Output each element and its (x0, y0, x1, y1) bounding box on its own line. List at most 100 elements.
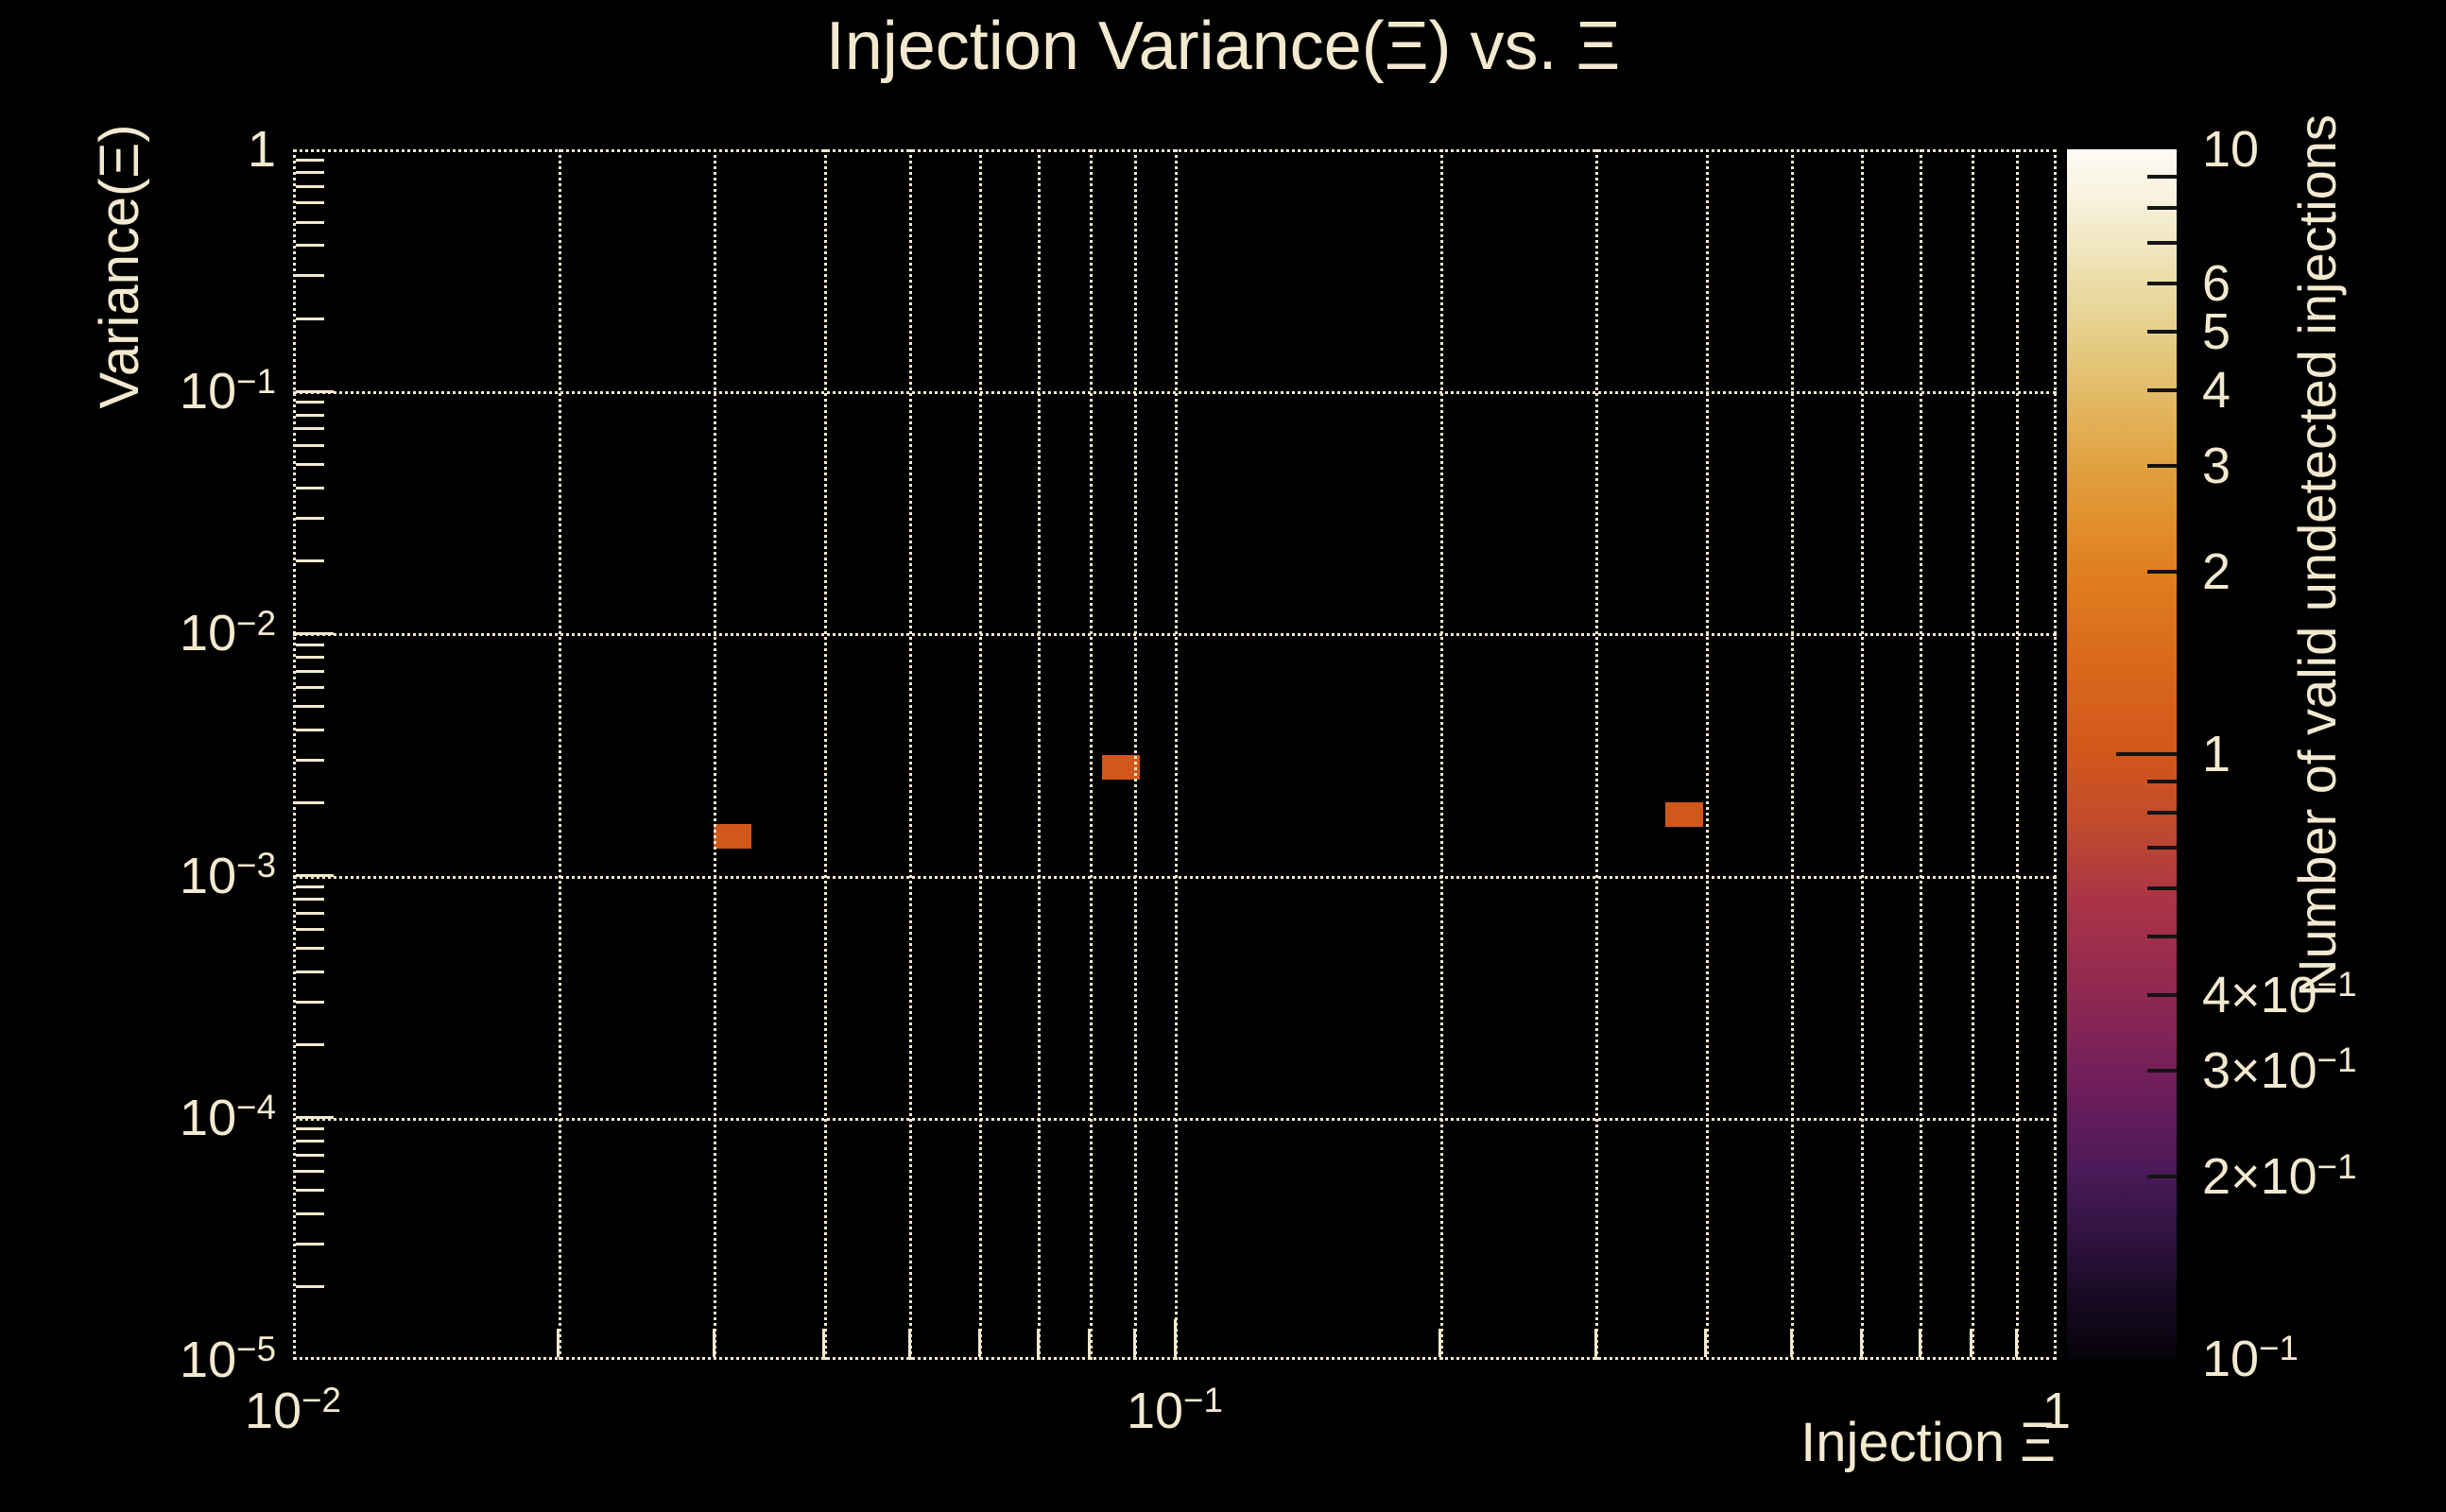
grid-line-vertical (1971, 149, 1974, 1360)
grid-line-horizontal (293, 633, 2057, 637)
y-minor-tick (296, 897, 324, 901)
colorbar-minor-tick (2147, 934, 2177, 938)
colorbar-minor-tick (2147, 329, 2177, 334)
grid-line-vertical (1175, 149, 1178, 1360)
y-minor-tick (296, 443, 324, 447)
exponent: −3 (236, 846, 276, 885)
x-minor-tick (822, 1329, 826, 1357)
y-minor-tick (296, 971, 324, 974)
y-minor-tick (296, 1243, 324, 1246)
y-major-tick (296, 874, 334, 878)
x-axis-title: Injection Ξ (1800, 1412, 2056, 1473)
grid-line-vertical (1791, 149, 1795, 1360)
y-tick-label: 10−1 (180, 361, 276, 421)
colorbar-tick-label: 3 (2202, 437, 2231, 494)
y-major-tick (296, 631, 334, 635)
colorbar-minor-tick (2147, 846, 2177, 850)
grid-line-vertical (714, 149, 717, 1360)
colorbar-minor-tick (2147, 780, 2177, 784)
y-minor-tick (296, 462, 324, 466)
y-minor-tick (296, 413, 324, 417)
y-minor-tick (296, 201, 324, 205)
y-minor-tick (296, 220, 324, 224)
colorbar-title: Number of valid undetected injections (2287, 114, 2347, 997)
x-minor-tick (1789, 1329, 1793, 1357)
grid-line-horizontal (293, 875, 2057, 879)
grid-line-vertical (1439, 149, 1443, 1360)
grid-line-horizontal (293, 391, 2057, 395)
data-bin (1101, 755, 1140, 781)
x-minor-tick (557, 1329, 560, 1357)
exponent: −1 (1183, 1381, 1223, 1420)
y-axis-title: Variance(Ξ) (89, 124, 150, 409)
y-minor-tick (296, 800, 324, 804)
grid-line-vertical (1861, 149, 1864, 1360)
y-minor-tick (296, 159, 324, 163)
y-minor-tick (296, 685, 324, 689)
x-minor-tick (1132, 1329, 1136, 1357)
exponent: −1 (2317, 965, 2357, 1005)
y-minor-tick (296, 274, 324, 278)
exponent: −1 (2259, 1329, 2299, 1368)
y-minor-tick (296, 758, 324, 762)
colorbar-minor-tick (2147, 463, 2177, 468)
grid-line-vertical (1595, 149, 1599, 1360)
y-tick-label: 1 (247, 121, 276, 178)
x-minor-tick (1859, 1329, 1863, 1357)
y-minor-tick (296, 643, 324, 646)
grid-line-vertical (909, 149, 913, 1360)
x-tick-label: 10−2 (245, 1381, 341, 1439)
colorbar-tick-label: 4 (2202, 361, 2231, 419)
colorbar-minor-tick (2147, 206, 2177, 211)
y-minor-tick (296, 516, 324, 520)
y-minor-tick (296, 1285, 324, 1289)
data-bin (1664, 802, 1703, 828)
y-minor-tick (296, 558, 324, 562)
colorbar-minor-tick (2147, 811, 2177, 816)
y-minor-tick (296, 1127, 324, 1131)
y-minor-tick (296, 1170, 324, 1174)
y-tick-label: 10−5 (180, 1330, 276, 1388)
grid-line-vertical (558, 149, 561, 1360)
x-tick-label: 10−1 (1127, 1381, 1223, 1439)
y-minor-tick (296, 669, 324, 673)
x-minor-tick (1918, 1329, 1921, 1357)
grid-line-horizontal (293, 1117, 2057, 1121)
colorbar-minor-tick (2147, 570, 2177, 575)
colorbar-tick-label: 2×10−1 (2202, 1146, 2357, 1206)
grid-line-vertical (1134, 149, 1138, 1360)
colorbar-minor-tick (2147, 1068, 2177, 1073)
y-minor-tick (296, 1001, 324, 1005)
colorbar-tick-label: 6 (2202, 254, 2231, 312)
grid-line-vertical (1089, 149, 1093, 1360)
x-minor-tick (1593, 1329, 1597, 1357)
x-minor-tick (1438, 1329, 1442, 1357)
colorbar-tick-label: 4×10−1 (2202, 965, 2357, 1023)
y-minor-tick (296, 911, 324, 915)
y-minor-tick (296, 927, 324, 931)
exponent: −4 (236, 1088, 276, 1127)
grid-line-vertical (2016, 149, 2020, 1360)
y-minor-tick (296, 947, 324, 951)
x-minor-tick (1036, 1329, 1040, 1357)
x-minor-tick (1970, 1329, 1973, 1357)
y-minor-tick (296, 1189, 324, 1193)
exponent: −1 (2317, 1146, 2357, 1186)
x-minor-tick (907, 1329, 911, 1357)
y-major-tick (296, 389, 334, 393)
x-minor-tick (1088, 1329, 1092, 1357)
colorbar-tick-label: 1 (2202, 726, 2231, 782)
x-minor-tick (712, 1329, 715, 1357)
x-minor-tick (977, 1329, 981, 1357)
y-minor-tick (296, 1043, 324, 1047)
y-minor-tick (296, 705, 324, 709)
colorbar-minor-tick (2147, 281, 2177, 285)
colorbar-minor-tick (2147, 387, 2177, 392)
exponent: −1 (2317, 1040, 2357, 1080)
data-bin (713, 824, 751, 850)
exponent: −2 (236, 603, 276, 643)
y-minor-tick (296, 1153, 324, 1157)
exponent: −5 (236, 1330, 276, 1369)
chart-title: Injection Variance(Ξ) vs. Ξ (825, 9, 1621, 84)
y-minor-tick (296, 171, 324, 175)
